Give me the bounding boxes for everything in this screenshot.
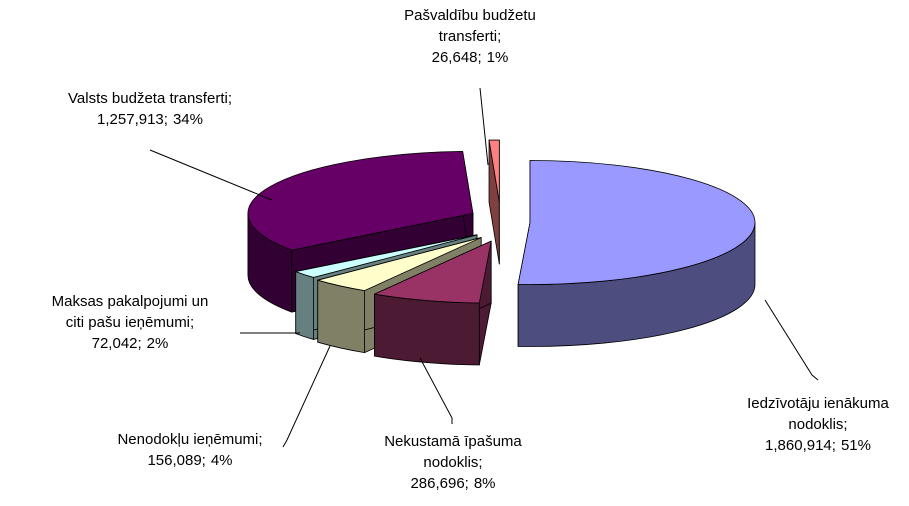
slice [517, 160, 756, 347]
slice-value-line: 286,696; 8% [410, 475, 495, 492]
slice-top [247, 151, 474, 251]
slice-top [488, 139, 500, 203]
label-line: Maksas pakalpojumi un [52, 293, 209, 310]
percent-label: 2% [147, 335, 169, 352]
value-label: 1,257,913; [97, 111, 168, 128]
percent-label: 1% [487, 49, 509, 66]
slice-label: Pašvaldību budžetu transferti; [404, 7, 536, 45]
leader-line [764, 299, 819, 381]
value-label: 1,860,914; [765, 437, 836, 454]
leader-line [282, 345, 331, 448]
leader-line [149, 149, 273, 201]
slice [374, 240, 492, 366]
leader-line [479, 87, 489, 166]
slice-label: Iedzīvotāju ienākuma nodoklis; [747, 395, 889, 433]
label-line: transferti; [439, 28, 502, 45]
percent-label: 51% [841, 437, 871, 454]
slice-value-line: 1,860,914; 51% [765, 437, 871, 454]
percent-label: 4% [211, 452, 233, 469]
slice-label: Maksas pakalpojumi un citi pašu ieņēmumi; [52, 293, 209, 331]
value-label: 72,042; [92, 335, 142, 352]
percent-label: 34% [173, 111, 203, 128]
slice-top [295, 234, 478, 278]
slice-value-line: 26,648; 1% [432, 49, 509, 66]
slice-label: Valsts budžeta transferti; [68, 90, 232, 107]
label-line: nodoklis; [788, 416, 847, 433]
percent-label: 8% [474, 475, 496, 492]
value-label: 156,089; [147, 452, 205, 469]
leader-line [419, 357, 453, 424]
slice-wall [374, 293, 480, 366]
slice-value-line: 1,257,913; 34% [97, 111, 203, 128]
value-label: 26,648; [432, 49, 482, 66]
slice-top [317, 237, 482, 291]
label-line: citi pašu ieņēmumi; [66, 314, 194, 331]
value-label: 286,696; [410, 475, 468, 492]
label-line: Iedzīvotāju ienākuma [747, 395, 889, 412]
slice-top [374, 240, 492, 304]
slice [488, 139, 500, 265]
label-line: Pašvaldību budžetu [404, 7, 536, 24]
label-line: nodoklis; [423, 454, 482, 471]
label-line: Nekustamā īpašuma [384, 433, 522, 450]
slice-value-line: 156,089; 4% [147, 452, 232, 469]
slice-wall [317, 279, 365, 353]
label-line: Valsts budžeta transferti; [68, 90, 232, 107]
slice-wall [295, 271, 314, 340]
slice-label: Nenodokļu ieņēmumi; [117, 431, 262, 448]
label-line: Nenodokļu ieņēmumi; [117, 431, 262, 448]
slice-label: Nekustamā īpašuma nodoklis; [384, 433, 522, 471]
slice-top [517, 160, 756, 285]
slice-value-line: 72,042; 2% [92, 335, 169, 352]
